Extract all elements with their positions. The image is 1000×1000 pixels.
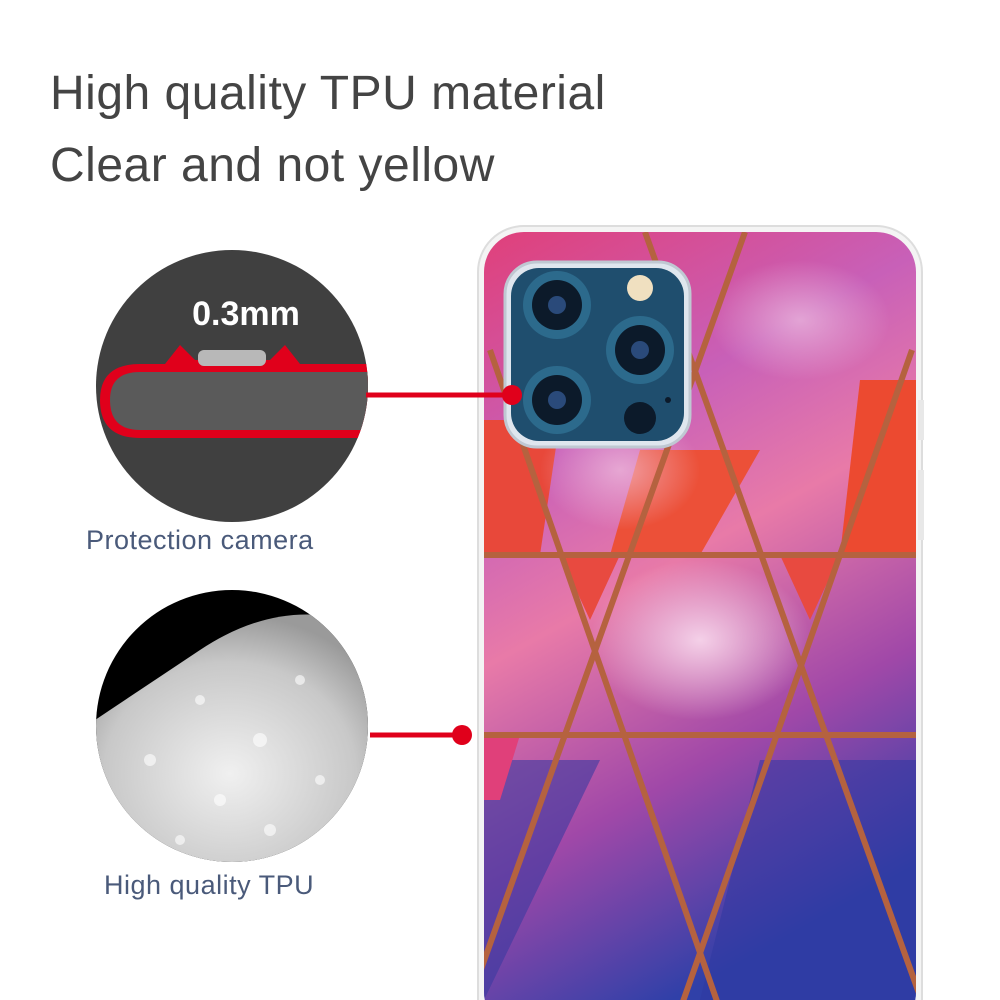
- phone-case: [477, 225, 924, 1000]
- tpu-material-callout: [96, 590, 472, 862]
- headline-line-1: High quality TPU material: [50, 67, 606, 120]
- protection-camera-caption: Protection camera: [86, 525, 314, 555]
- thickness-label: 0.3mm: [192, 295, 300, 333]
- headline-line-2: Clear and not yellow: [50, 139, 495, 192]
- galaxy-pattern: [484, 232, 916, 1000]
- camera-module: [503, 260, 692, 449]
- camera-protection-callout: 0.3mm: [96, 250, 522, 522]
- tpu-caption: High quality TPU: [104, 870, 315, 900]
- copper-lines: [484, 232, 916, 1000]
